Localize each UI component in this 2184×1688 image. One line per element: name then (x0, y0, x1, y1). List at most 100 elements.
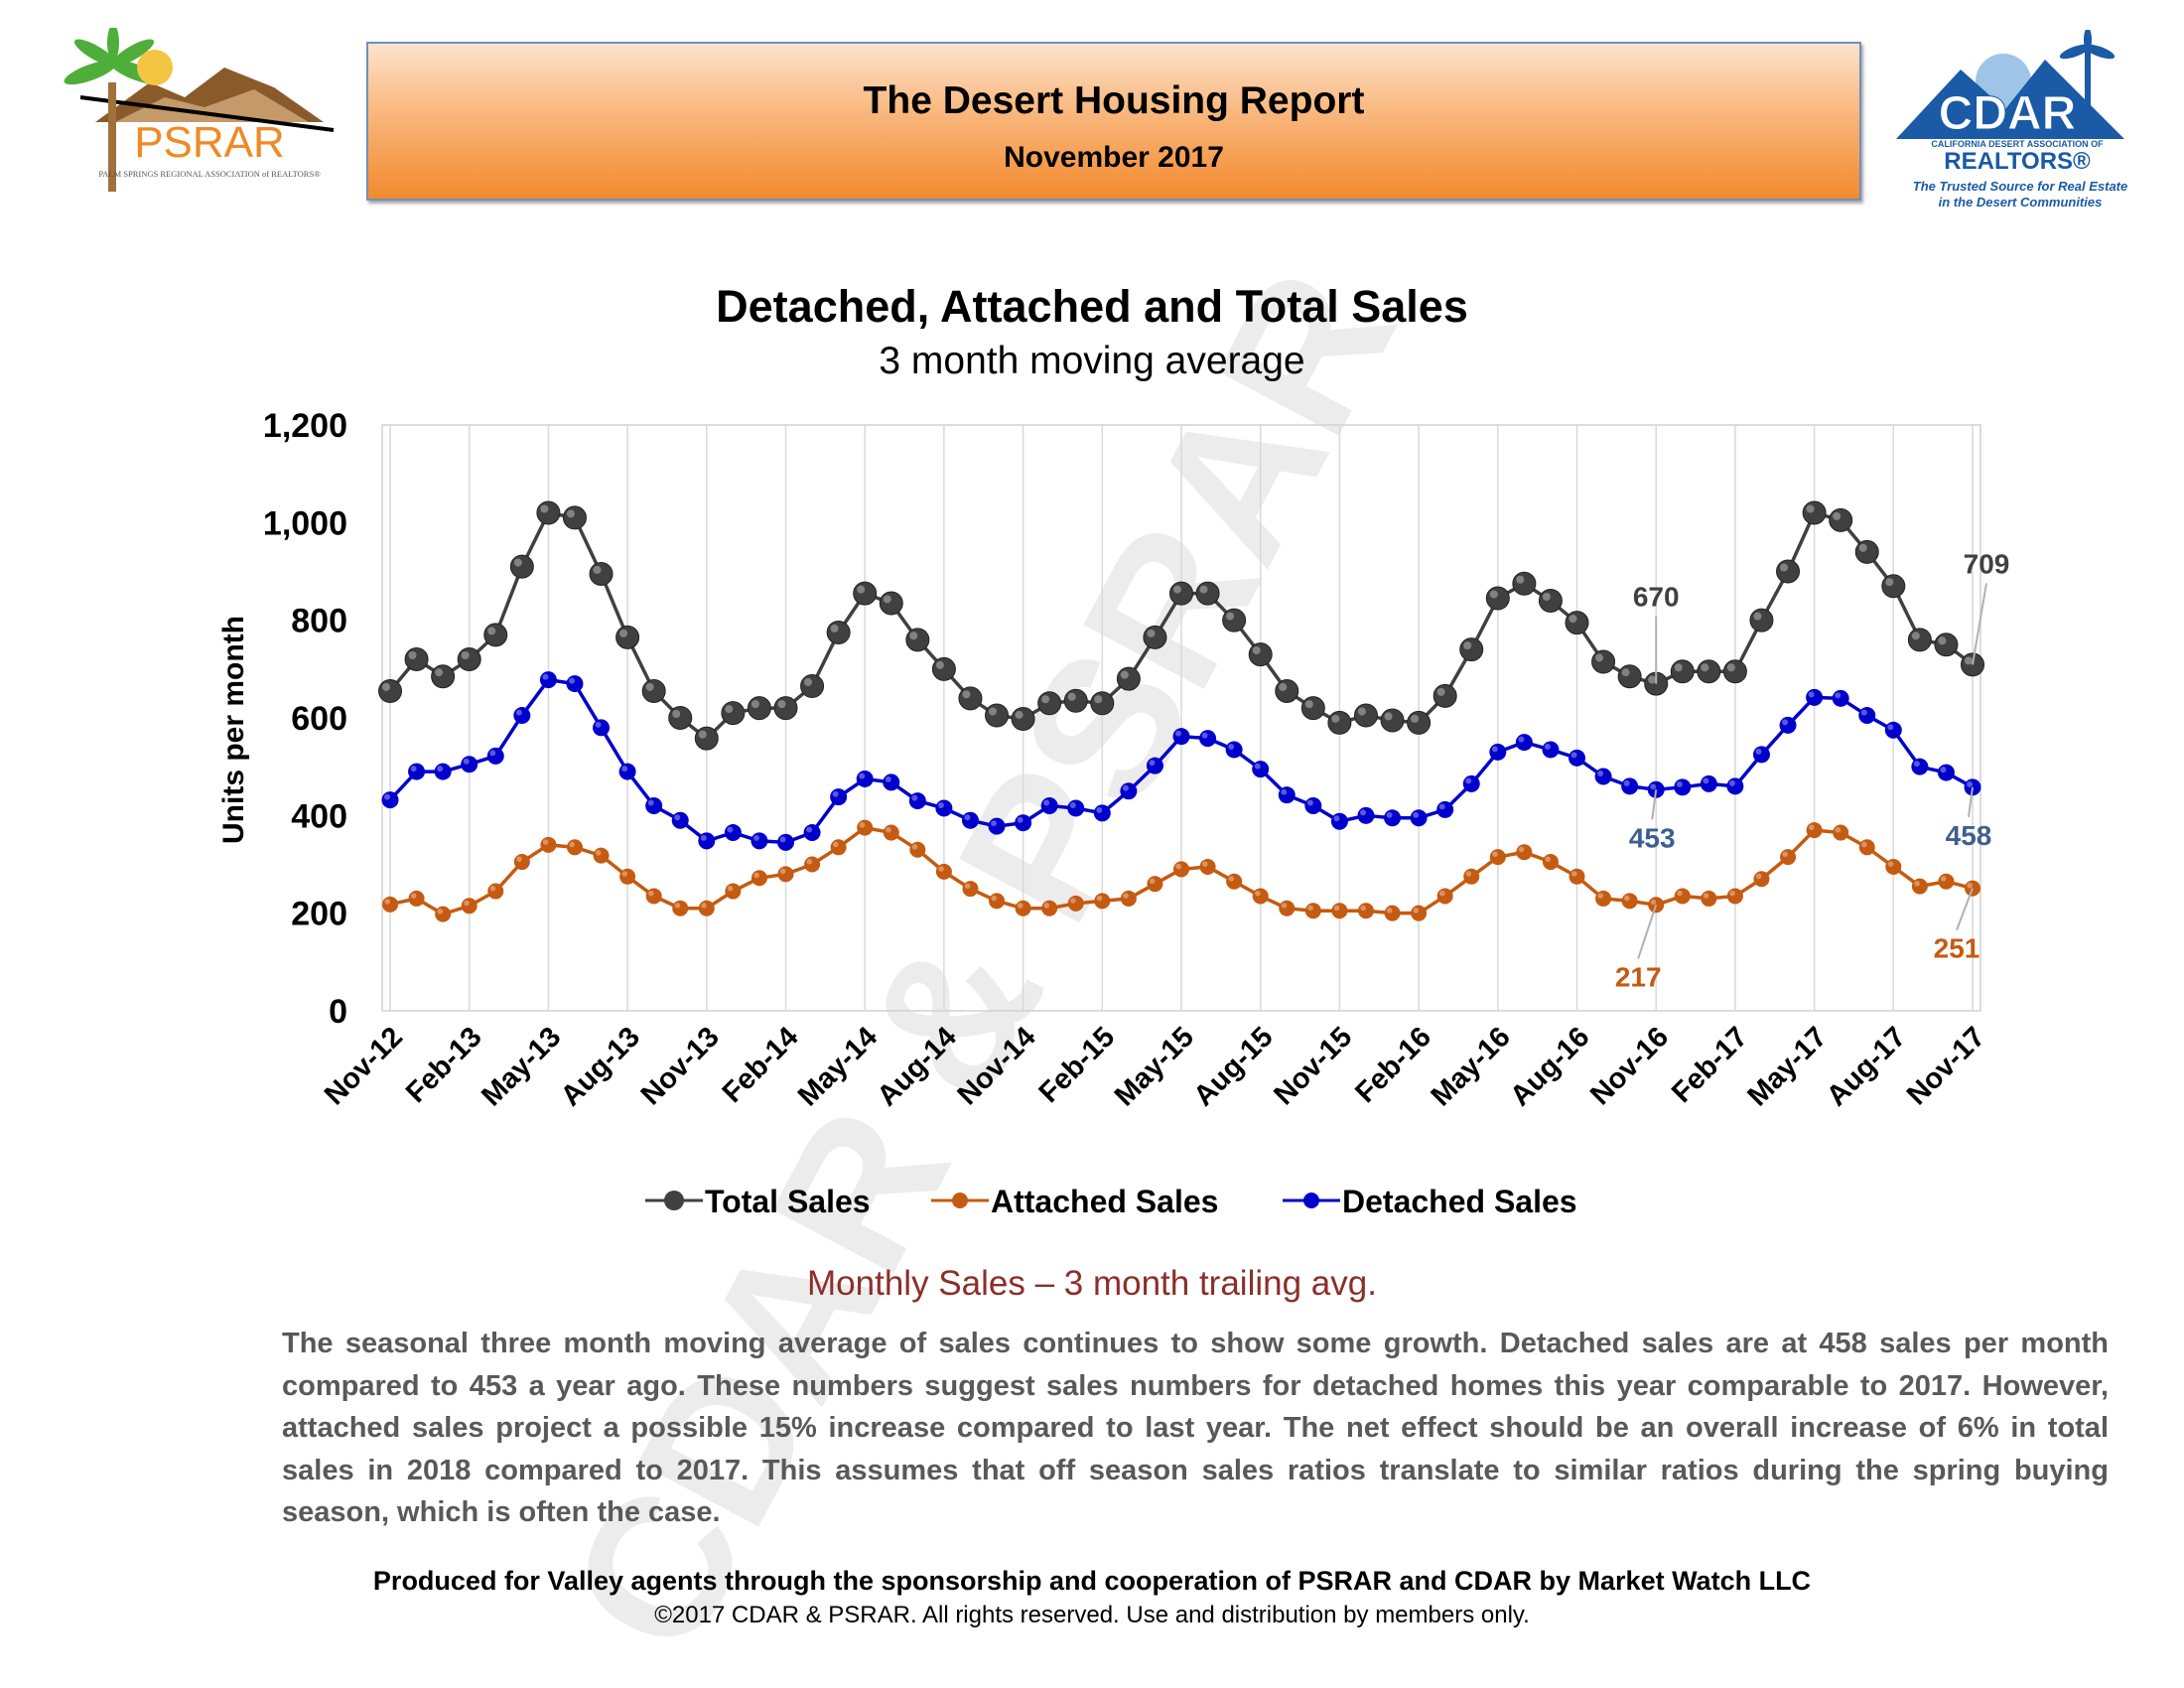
data-point (1858, 707, 1876, 725)
data-point-highlight (569, 677, 575, 684)
data-point-highlight (437, 909, 444, 914)
data-point (773, 696, 798, 721)
series-layer (378, 500, 1984, 922)
data-point-highlight (566, 509, 575, 518)
data-point-highlight (487, 627, 496, 635)
data-point-highlight (1940, 876, 1947, 882)
x-tick-label: May-13 (476, 1021, 567, 1112)
data-point (483, 623, 508, 647)
data-point-highlight (513, 558, 522, 567)
data-point-highlight (752, 834, 759, 841)
data-point (431, 664, 456, 689)
data-point (404, 647, 429, 671)
data-point (958, 686, 983, 711)
data-point-highlight (1516, 575, 1525, 584)
data-point-highlight (1015, 710, 1024, 719)
header-banner: The Desert Housing Report November 2017 (366, 42, 1861, 201)
legend-detached-label: Detached Sales (1342, 1184, 1577, 1219)
data-point-highlight (753, 872, 759, 879)
y-axis-title: Units per month (217, 616, 250, 844)
data-point-highlight (1726, 663, 1735, 672)
data-point (566, 675, 584, 693)
data-point-highlight (674, 903, 681, 909)
x-tick-label: Feb-17 (1666, 1021, 1754, 1109)
annotation-label: 453 (1629, 822, 1676, 853)
data-point (1304, 797, 1322, 814)
data-point-highlight (1070, 898, 1076, 904)
data-point-highlight (1648, 675, 1657, 684)
x-tick-label: Nov-15 (1268, 1021, 1358, 1111)
data-point-highlight (938, 866, 944, 872)
x-tick-label: May-14 (792, 1021, 884, 1112)
data-point (1041, 900, 1058, 916)
data-point (1384, 809, 1402, 827)
data-point-highlight (991, 895, 998, 902)
data-point (1911, 878, 1928, 895)
data-point (800, 674, 825, 699)
annotation-leader (1637, 904, 1658, 959)
data-point (1489, 849, 1506, 866)
data-point (1881, 574, 1906, 599)
data-point-highlight (1357, 707, 1366, 716)
data-point-highlight (1018, 903, 1024, 909)
data-point-highlight (461, 650, 470, 659)
data-point (1595, 890, 1612, 907)
data-point (1304, 903, 1321, 919)
data-point (1300, 696, 1325, 721)
x-tick-label: May-17 (1741, 1021, 1833, 1112)
x-tick-label: Feb-16 (1349, 1021, 1437, 1109)
chart-subtitle: 3 month moving average (879, 340, 1305, 382)
data-point (1222, 608, 1247, 633)
annotation-leader (1956, 888, 1974, 930)
data-point-highlight (1597, 893, 1604, 899)
data-point (1670, 659, 1695, 684)
data-point (1063, 688, 1088, 713)
annotation-leader (1968, 786, 1974, 817)
data-point (378, 678, 402, 703)
data-point-highlight (1755, 873, 1762, 880)
data-point-highlight (883, 595, 891, 604)
data-point-highlight (1570, 752, 1577, 759)
data-point (1854, 539, 1879, 564)
data-point-highlight (1279, 682, 1288, 691)
data-point-highlight (727, 885, 734, 892)
x-tick-label: Nov-14 (952, 1021, 1042, 1111)
data-point-highlight (1201, 732, 1208, 739)
data-point-highlight (1570, 871, 1577, 877)
data-point (1278, 786, 1296, 804)
data-point (989, 893, 1006, 910)
data-point (694, 726, 719, 751)
data-point-highlight (1333, 905, 1340, 912)
data-point (724, 824, 742, 842)
data-point (1858, 839, 1875, 856)
data-point-highlight (542, 673, 549, 680)
data-point (435, 906, 452, 922)
data-point (1172, 728, 1190, 746)
data-point (671, 811, 689, 829)
x-tick-label: Feb-15 (1033, 1021, 1122, 1109)
annotation-label: 670 (1633, 582, 1680, 613)
data-point (1143, 625, 1167, 649)
data-point-highlight (1069, 802, 1076, 808)
data-point-highlight (1304, 700, 1313, 709)
data-point-highlight (1199, 585, 1208, 594)
data-point-highlight (1728, 779, 1735, 786)
data-point-highlight (1281, 903, 1288, 909)
data-point-highlight (1096, 895, 1103, 902)
data-point (1697, 659, 1721, 684)
data-point (1353, 703, 1378, 728)
data-point (461, 898, 478, 914)
data-point (908, 792, 926, 810)
data-point (777, 866, 794, 883)
data-point (619, 868, 636, 885)
y-tick-label: 200 (291, 896, 347, 933)
x-tick-label: Feb-14 (717, 1021, 805, 1109)
data-point (883, 824, 899, 841)
data-point (830, 788, 848, 806)
data-point-highlight (1491, 746, 1498, 753)
y-tick-label: 0 (329, 993, 347, 1031)
data-point (1617, 664, 1642, 689)
data-point (1569, 749, 1585, 767)
psrar-logo-text: PSRAR (134, 118, 285, 167)
data-point-highlight (830, 624, 839, 633)
